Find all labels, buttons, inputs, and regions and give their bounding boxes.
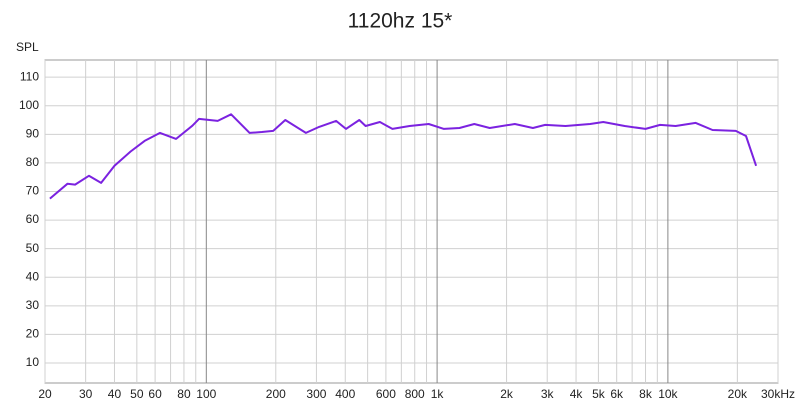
response-line — [49, 113, 758, 200]
x-tick-label: 1k — [431, 387, 445, 401]
y-tick-label: 10 — [26, 355, 40, 369]
y-tick-label: 20 — [26, 327, 40, 341]
x-tick-label: 20k — [728, 387, 748, 401]
x-tick-label: 6k — [610, 387, 624, 401]
y-tick-label: 100 — [19, 98, 39, 112]
y-tick-label: 70 — [26, 184, 40, 198]
x-tick-label: 200 — [266, 387, 286, 401]
y-tick-label: 90 — [26, 126, 40, 140]
x-tick-label: 4k — [570, 387, 584, 401]
x-tick-label: 30 — [79, 387, 93, 401]
x-tick-label: 5k — [592, 387, 606, 401]
y-tick-label: 80 — [26, 155, 40, 169]
x-tick-label: 80 — [177, 387, 191, 401]
x-tick-label: 400 — [335, 387, 355, 401]
y-tick-label: 30 — [26, 298, 40, 312]
chart-title: 1120hz 15* — [348, 10, 453, 33]
x-tick-label: 30kHz — [761, 387, 795, 401]
x-tick-label: 2k — [500, 387, 514, 401]
y-tick-label: 110 — [20, 69, 39, 83]
x-tick-label: 40 — [108, 387, 122, 401]
x-tick-label: 100 — [196, 387, 216, 401]
y-tick-label: 60 — [26, 212, 40, 226]
y-tick-label: 50 — [26, 241, 40, 255]
x-tick-label: 8k — [639, 387, 653, 401]
x-tick-label: 10k — [658, 387, 678, 401]
x-tick-label: 50 — [130, 387, 144, 401]
x-tick-label: 300 — [306, 387, 326, 401]
x-tick-label: 600 — [376, 387, 396, 401]
y-tick-label: 40 — [26, 269, 40, 283]
x-tick-label: 3k — [541, 387, 555, 401]
plot-area — [44, 59, 779, 384]
y-axis-label: SPL — [16, 40, 39, 54]
x-tick-label: 800 — [405, 387, 425, 401]
x-tick-label: 60 — [148, 387, 162, 401]
x-tick-label: 20 — [38, 387, 52, 401]
